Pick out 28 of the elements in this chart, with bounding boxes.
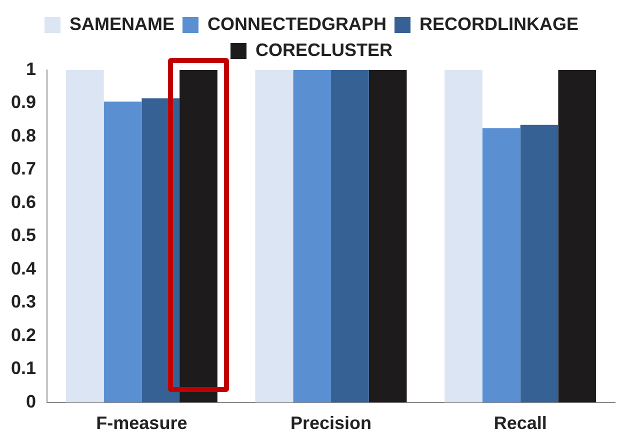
bar [558,70,596,402]
y-tick-label: 0.7 [10,158,36,179]
bar [482,128,520,402]
y-tick-label: 0.5 [10,225,36,246]
bar [104,102,142,402]
y-tick-label: 0.8 [10,125,36,146]
x-tick-label: Recall [494,413,547,434]
y-tick-label: 0.2 [10,324,36,345]
legend-label: SAMENAME [69,14,175,34]
y-tick-label: 0 [26,391,36,412]
x-tick-label: Precision [290,413,372,434]
bar [368,70,407,402]
y-tick-label: 0.1 [10,358,36,378]
bar [444,70,482,402]
y-tick-label: 1 [26,58,36,79]
legend-label: CORECLUSTER [256,40,393,60]
y-tick-label: 0.9 [10,92,36,112]
bar [255,70,294,402]
bar [520,124,558,402]
legend-label: RECORDLINKAGE [420,14,579,34]
bar [66,70,104,402]
legend-label: CONNECTEDGRAPH [207,14,387,34]
bar [293,70,332,402]
y-tick-label: 0.6 [10,192,36,212]
y-tick-label: 0.4 [10,258,36,278]
bar [331,70,369,402]
y-tick-label: 0.3 [10,292,36,312]
x-tick-label: F-measure [96,413,188,434]
